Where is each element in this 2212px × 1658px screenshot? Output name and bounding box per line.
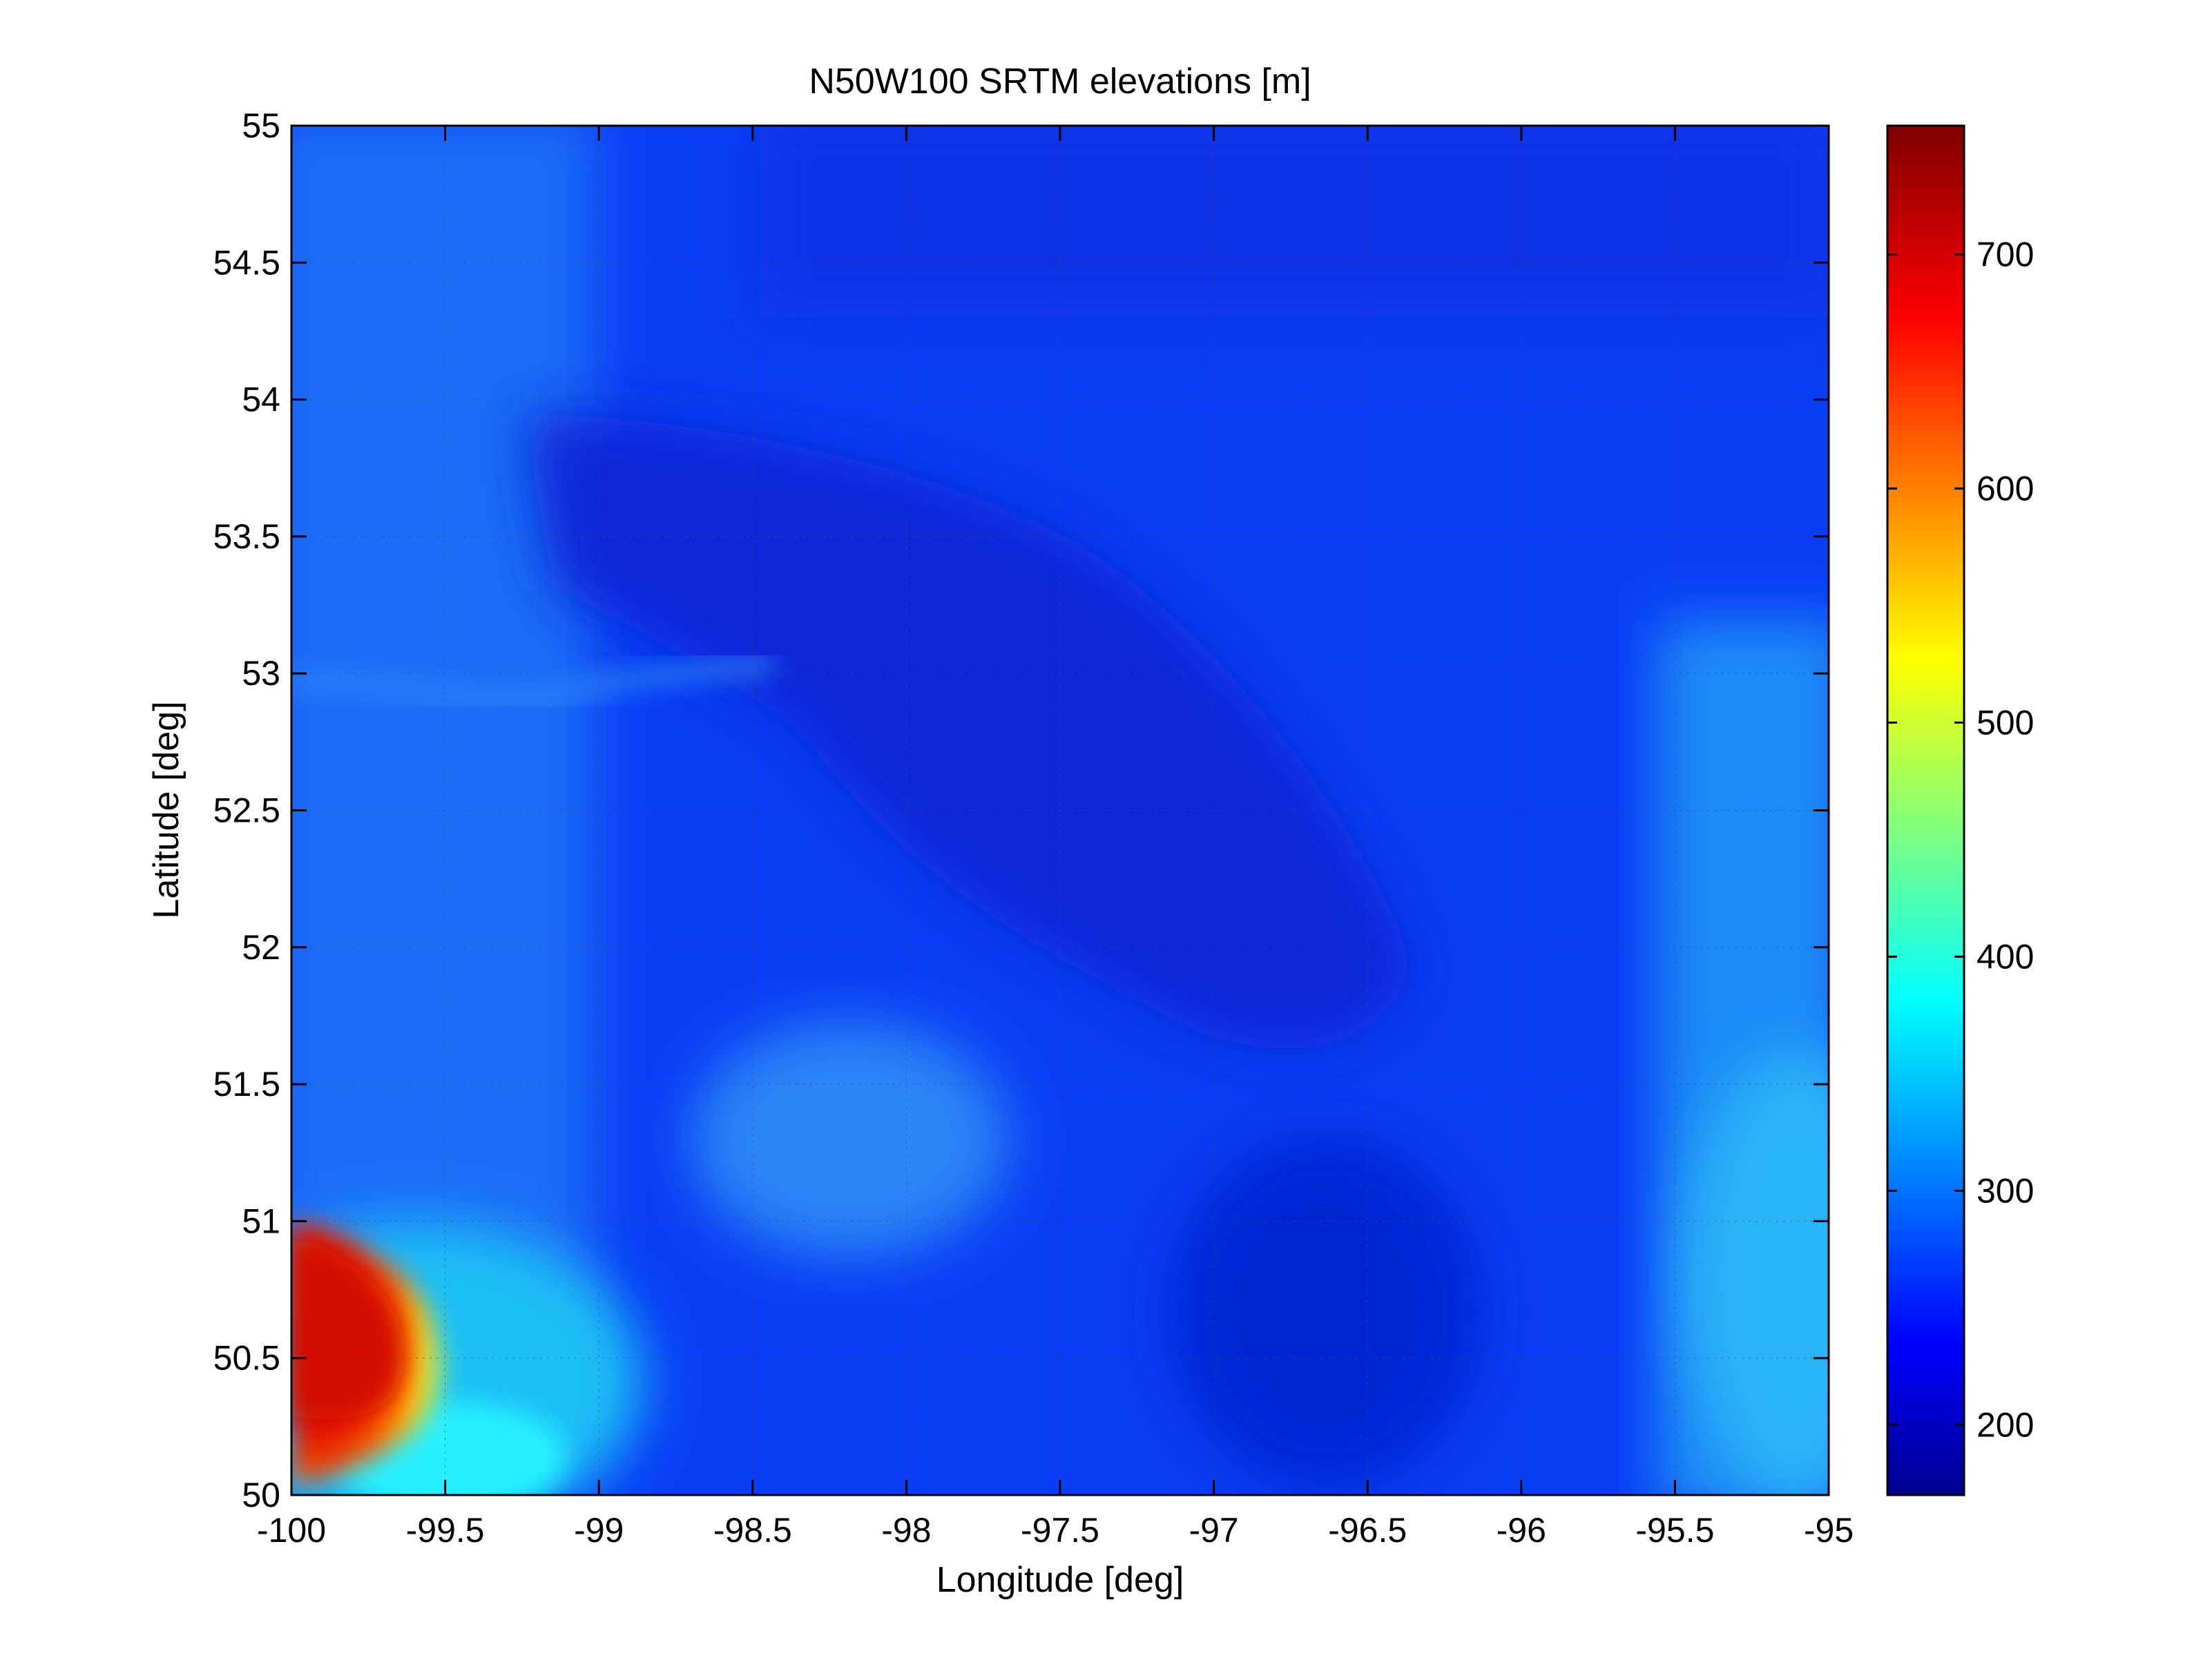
y-tick-label: 51.5	[213, 1065, 280, 1103]
colorbar-tick-label: 500	[1977, 703, 2034, 742]
y-tick-label: 50	[242, 1476, 280, 1514]
y-tick-label: 54.5	[213, 243, 280, 282]
y-tick-label: 55	[242, 106, 280, 145]
colorbar-frame	[1886, 124, 1965, 1496]
x-tick-label: -96.5	[1328, 1511, 1407, 1550]
y-axis-title: Latitude [deg]	[146, 701, 186, 918]
colorbar-gradient	[1887, 126, 1964, 1495]
colorbar-tick-label: 400	[1977, 937, 2034, 976]
colorbar-tick-label: 600	[1977, 469, 2034, 508]
colorbar-tick-label: 300	[1977, 1171, 2034, 1210]
x-tick-label: -95.5	[1635, 1511, 1714, 1550]
y-tick-label: 51	[242, 1202, 280, 1240]
x-tick-label: -99.5	[406, 1511, 485, 1550]
heatmap-region-south-lobe	[691, 1022, 1008, 1257]
x-tick-label: -95	[1804, 1511, 1854, 1550]
grid-lines	[291, 126, 1829, 1495]
y-tick-label: 52.5	[213, 791, 280, 830]
chart-title: N50W100 SRTM elevations [m]	[809, 61, 1311, 102]
y-tick-label: 53	[242, 654, 280, 693]
x-tick-label: -97.5	[1021, 1511, 1099, 1550]
colorbar: 200 300 400 500 600 700	[1886, 124, 2034, 1496]
y-tick-label: 53.5	[213, 517, 280, 556]
x-tick-label: -98	[881, 1511, 931, 1550]
y-tick-label: 52	[242, 928, 280, 967]
heatmap-region-basin	[525, 414, 1416, 1050]
x-axis-ticks: -100 -99.5 -99 -98.5 -98 -97.5 -97 -96.5 -96 -95.…	[257, 126, 1854, 1550]
x-tick-label: -97	[1189, 1511, 1238, 1550]
x-tick-label: -99	[574, 1511, 624, 1550]
y-tick-label: 54	[242, 380, 280, 419]
colorbar-tick-label: 200	[1977, 1405, 2034, 1444]
colorbar-tick-label: 700	[1977, 235, 2034, 273]
heatmap-feature-ridge	[291, 655, 775, 707]
x-tick-label: -100	[257, 1511, 326, 1550]
heatmap-region-southeast	[1685, 1050, 1829, 1495]
colorbar-ticks: 200 300 400 500 600 700	[1887, 235, 2034, 1444]
heatmap-region-escarpment-core	[291, 1236, 404, 1420]
heatmap-region-northeast	[760, 126, 1829, 318]
heatmap-region-south-low	[1167, 1132, 1485, 1492]
x-tick-label: -96	[1497, 1511, 1546, 1550]
heatmap-region-west	[291, 126, 594, 1423]
x-tick-label: -98.5	[713, 1511, 792, 1550]
elevation-heatmap	[291, 126, 1829, 1495]
x-axis-title: Longitude [deg]	[936, 1560, 1184, 1600]
y-tick-label: 50.5	[213, 1339, 280, 1378]
y-axis-ticks: 50 50.5 51 51.5 52 52.5 53 53.5 54 54.5 55	[213, 106, 1829, 1514]
